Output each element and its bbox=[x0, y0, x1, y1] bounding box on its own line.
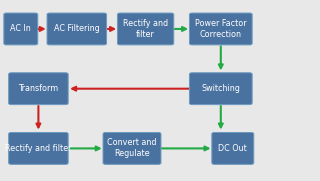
FancyBboxPatch shape bbox=[47, 13, 107, 45]
Text: Transform: Transform bbox=[18, 84, 59, 93]
Text: Power Factor
Correction: Power Factor Correction bbox=[195, 19, 247, 39]
FancyBboxPatch shape bbox=[9, 132, 68, 164]
Text: Convert and
Regulate: Convert and Regulate bbox=[107, 138, 157, 159]
Text: Rectify and
filter: Rectify and filter bbox=[123, 19, 168, 39]
FancyBboxPatch shape bbox=[189, 73, 252, 105]
FancyBboxPatch shape bbox=[117, 13, 174, 45]
Text: AC In: AC In bbox=[11, 24, 31, 33]
FancyBboxPatch shape bbox=[4, 13, 38, 45]
FancyBboxPatch shape bbox=[189, 13, 252, 45]
Text: DC Out: DC Out bbox=[219, 144, 247, 153]
Text: AC Filtering: AC Filtering bbox=[54, 24, 100, 33]
Text: Rectify and filter: Rectify and filter bbox=[5, 144, 72, 153]
FancyBboxPatch shape bbox=[103, 132, 161, 164]
Text: Switching: Switching bbox=[201, 84, 240, 93]
FancyBboxPatch shape bbox=[9, 73, 68, 105]
FancyBboxPatch shape bbox=[212, 132, 254, 164]
